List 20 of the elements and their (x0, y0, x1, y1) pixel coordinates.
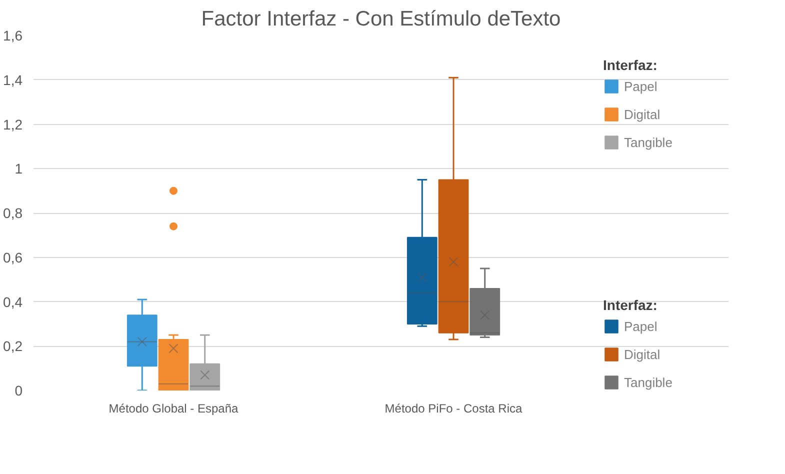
y-tick-label: 0 (14, 382, 23, 398)
y-tick-label: 1 (14, 160, 23, 177)
y-tick-label: 0,2 (3, 338, 23, 354)
legend-label: Digital (624, 346, 660, 362)
legend-label: Papel (624, 78, 658, 94)
x-tick-label: Método PiFo - Costa Rica (384, 402, 523, 416)
y-tick-label: 0,4 (3, 294, 23, 310)
y-tick-label: 1,2 (3, 116, 23, 132)
x-tick-label: Método Global - España (108, 402, 239, 416)
text: Interfaz: (603, 297, 658, 313)
legend-label: Tangible (624, 134, 672, 150)
y-tick-label: 1,6 (3, 28, 23, 44)
y-tick-label: 1,4 (3, 72, 23, 88)
legend-label: Papel (624, 318, 658, 334)
y-tick-label: 0,8 (3, 205, 23, 221)
y-tick-label: 0,6 (3, 249, 23, 266)
legend-title: Interfaz: (603, 57, 658, 73)
legend-label: Tangible (624, 374, 672, 390)
legend-label: Digital (624, 106, 660, 122)
chart-title: Factor Interfaz - Con Estímulo deTexto (201, 8, 561, 30)
